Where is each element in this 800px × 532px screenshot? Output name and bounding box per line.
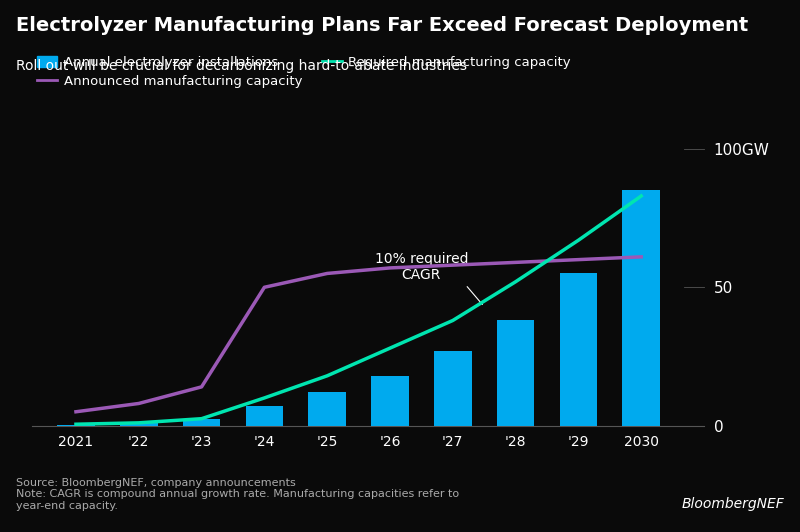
Bar (246, 406, 283, 426)
Legend: Annual electrolyzer installations, Announced manufacturing capacity, Required ma: Annual electrolyzer installations, Annou… (32, 51, 576, 94)
Bar (434, 351, 472, 426)
Text: BloombergNEF: BloombergNEF (682, 497, 784, 511)
Bar (497, 320, 534, 426)
Bar (57, 425, 95, 426)
Text: Electrolyzer Manufacturing Plans Far Exceed Forecast Deployment: Electrolyzer Manufacturing Plans Far Exc… (16, 16, 748, 35)
Bar (182, 419, 221, 426)
Bar (622, 190, 660, 426)
Bar (559, 273, 598, 426)
Text: Roll out will be crucial for decarbonizing hard-to-abate industries: Roll out will be crucial for decarbonizi… (16, 59, 467, 72)
Bar (308, 393, 346, 426)
Text: Source: BloombergNEF, company announcements
Note: CAGR is compound annual growth: Source: BloombergNEF, company announceme… (16, 478, 459, 511)
Bar (120, 423, 158, 426)
Bar (371, 376, 409, 426)
Text: 10% required
CAGR: 10% required CAGR (374, 252, 468, 282)
